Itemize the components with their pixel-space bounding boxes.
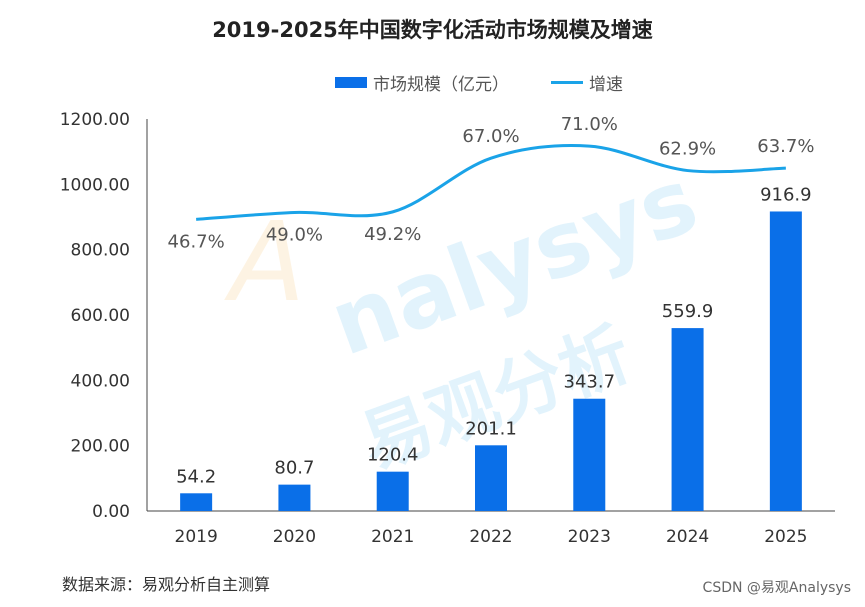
bar <box>180 493 213 511</box>
legend-swatch-bar <box>335 77 367 88</box>
svg-text:A: A <box>224 198 305 326</box>
y-tick-label: 200.00 <box>71 437 130 457</box>
source-note: 数据来源：易观分析自主测算 <box>62 575 271 594</box>
x-tick-label: 2024 <box>666 527 709 547</box>
legend-label-bar: 市场规模（亿元） <box>373 75 509 95</box>
bar <box>769 211 802 511</box>
x-tick-label: 2019 <box>175 527 218 547</box>
x-tick-label: 2022 <box>469 527 512 547</box>
bar-data-label: 343.7 <box>564 372 616 393</box>
line-data-label: 49.2% <box>364 224 421 245</box>
line-data-label: 62.9% <box>659 139 716 160</box>
line-data-label: 71.0% <box>561 114 618 135</box>
legend: 市场规模（亿元） 增速 <box>335 70 623 95</box>
bar-data-label: 54.2 <box>176 466 216 487</box>
bar <box>671 328 704 511</box>
line-data-label: 63.7% <box>757 136 814 157</box>
bar-data-label: 201.1 <box>465 418 517 439</box>
bar <box>278 484 311 511</box>
bar-data-label: 559.9 <box>662 301 714 322</box>
x-tick-label: 2021 <box>371 527 414 547</box>
x-tick-label: 2025 <box>764 527 807 547</box>
line-data-label: 49.0% <box>266 224 323 245</box>
y-tick-label: 800.00 <box>71 241 130 261</box>
bar <box>475 445 507 511</box>
line-data-label: 67.0% <box>462 126 519 147</box>
y-tick-label: 400.00 <box>71 371 130 391</box>
legend-swatch-line <box>551 81 583 84</box>
svg-text:nalysys: nalysys <box>317 148 710 377</box>
bar <box>573 398 606 511</box>
credit: CSDN @易观Analysys <box>702 580 851 596</box>
bar-data-label: 120.4 <box>367 445 419 466</box>
bar-data-label: 80.7 <box>274 458 314 479</box>
y-tick-label: 600.00 <box>71 306 130 326</box>
bar-data-label: 916.9 <box>760 184 812 205</box>
x-tick-label: 2020 <box>273 527 316 547</box>
y-tick-label: 1000.00 <box>60 175 130 195</box>
legend-label-line: 增速 <box>589 75 623 95</box>
y-tick-label: 1200.00 <box>60 110 130 130</box>
y-tick-label: 0.00 <box>92 502 130 522</box>
growth-line <box>196 144 786 221</box>
x-tick-label: 2023 <box>568 527 611 547</box>
bar <box>376 471 409 511</box>
chart-title: 2019-2025年中国数字化活动市场规模及增速 <box>212 18 653 42</box>
line-data-label: 46.7% <box>168 231 225 252</box>
